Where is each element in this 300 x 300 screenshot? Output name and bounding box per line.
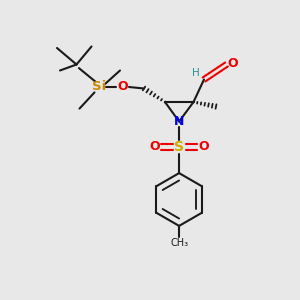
Text: N: N (174, 115, 184, 128)
Text: O: O (198, 140, 209, 154)
Text: CH₃: CH₃ (170, 238, 188, 248)
Text: S: S (174, 140, 184, 154)
Text: Si: Si (92, 80, 106, 94)
Text: O: O (149, 140, 160, 154)
Text: H: H (192, 68, 200, 78)
Text: O: O (228, 56, 238, 70)
Text: O: O (118, 80, 128, 94)
